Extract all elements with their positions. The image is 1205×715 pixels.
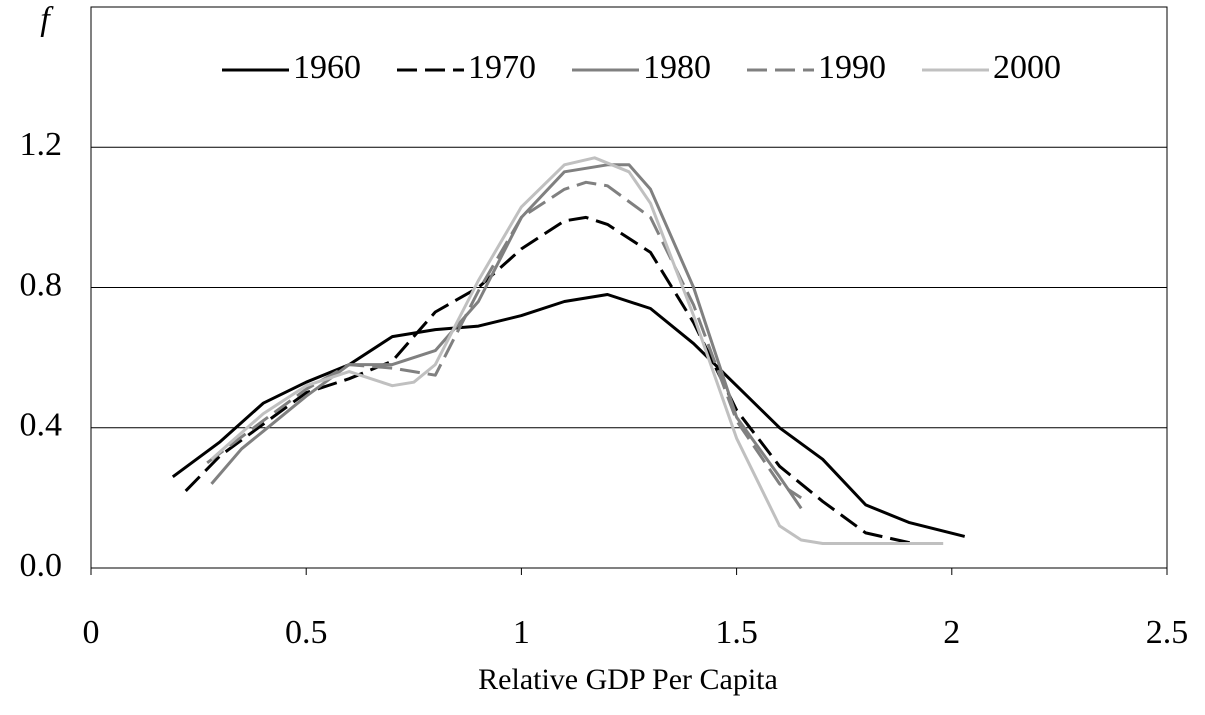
line-series: [184, 215, 914, 545]
legend-label: 1980: [643, 49, 711, 86]
line-series: [210, 163, 803, 510]
x-tick-label: 1: [513, 614, 530, 651]
legend-label: 1960: [293, 49, 361, 86]
x-axis-label: Relative GDP Per Capita: [478, 663, 778, 696]
x-tick-label: 2: [943, 614, 960, 651]
y-axis-label: f: [40, 1, 54, 38]
y-tick-label: 0.4: [20, 407, 63, 444]
legend-label: 2000: [993, 49, 1061, 86]
line-series: [171, 293, 966, 538]
x-tick-label: 2.5: [1146, 614, 1189, 651]
x-tick-label: 1.5: [715, 614, 758, 651]
y-tick-label: 0.0: [20, 547, 63, 584]
y-tick-label: 0.8: [20, 266, 63, 303]
x-tick-label: 0.5: [285, 614, 328, 651]
legend-label: 1990: [818, 49, 886, 86]
y-tick-label: 1.2: [20, 126, 63, 163]
line-series: [210, 156, 944, 545]
line-series: [206, 180, 803, 500]
legend-label: 1970: [468, 49, 536, 86]
x-tick-label: 0: [83, 614, 100, 651]
